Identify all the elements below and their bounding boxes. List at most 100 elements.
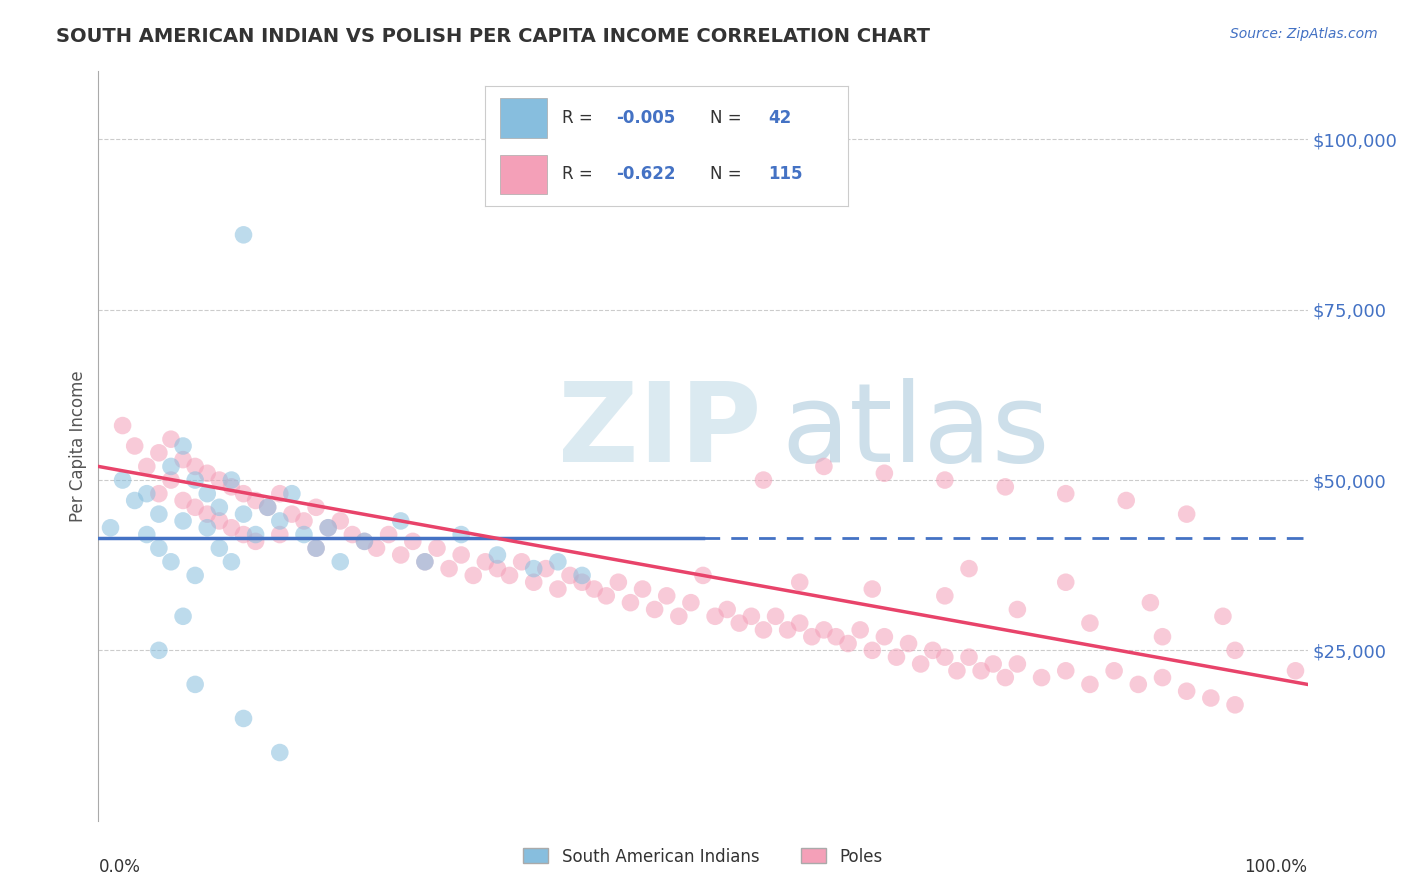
Point — [1223, 643, 1246, 657]
Point — [221, 521, 243, 535]
Point — [1284, 664, 1306, 678]
Point — [994, 671, 1017, 685]
Point — [148, 486, 170, 500]
Point — [1223, 698, 1246, 712]
Point — [1078, 677, 1101, 691]
Point — [1212, 609, 1234, 624]
Point — [1031, 671, 1053, 685]
Point — [402, 534, 425, 549]
Point — [523, 561, 546, 575]
Point — [389, 548, 412, 562]
Point — [281, 486, 304, 500]
Point — [583, 582, 606, 596]
Point — [124, 439, 146, 453]
Point — [232, 711, 254, 725]
Point — [789, 616, 811, 631]
Point — [135, 486, 157, 500]
Point — [981, 657, 1004, 671]
Point — [292, 514, 315, 528]
Point — [232, 507, 254, 521]
Point — [195, 486, 218, 500]
Point — [825, 630, 848, 644]
Point — [160, 432, 183, 446]
Point — [256, 500, 278, 515]
Point — [195, 467, 218, 481]
Point — [1054, 575, 1077, 590]
Point — [160, 473, 183, 487]
Point — [172, 514, 194, 528]
Point — [994, 480, 1017, 494]
Point — [160, 459, 183, 474]
Point — [498, 568, 520, 582]
Point — [934, 589, 956, 603]
Point — [1078, 616, 1101, 631]
Point — [329, 514, 352, 528]
Point — [765, 609, 787, 624]
Point — [1175, 684, 1198, 698]
Point — [886, 650, 908, 665]
Point — [921, 643, 943, 657]
Point — [789, 575, 811, 590]
Point — [619, 596, 641, 610]
Point — [813, 623, 835, 637]
Point — [208, 473, 231, 487]
Point — [692, 568, 714, 582]
Point — [1007, 657, 1029, 671]
Point — [800, 630, 823, 644]
Y-axis label: Per Capita Income: Per Capita Income — [69, 370, 87, 522]
Point — [437, 561, 460, 575]
Legend: South American Indians, Poles: South American Indians, Poles — [517, 841, 889, 872]
Point — [728, 616, 751, 631]
Point — [1152, 671, 1174, 685]
Point — [377, 527, 399, 541]
Text: 100.0%: 100.0% — [1244, 858, 1308, 876]
Point — [208, 500, 231, 515]
Point — [305, 541, 328, 556]
Point — [873, 467, 896, 481]
Text: atlas: atlas — [782, 377, 1050, 484]
Point — [1054, 664, 1077, 678]
Point — [463, 568, 485, 582]
Point — [1199, 691, 1222, 706]
Point — [510, 555, 533, 569]
Point — [329, 555, 352, 569]
Point — [970, 664, 993, 678]
Point — [946, 664, 969, 678]
Point — [269, 514, 291, 528]
Point — [281, 507, 304, 521]
Point — [813, 459, 835, 474]
Point — [256, 500, 278, 515]
Point — [316, 521, 339, 535]
Point — [668, 609, 690, 624]
Point — [232, 527, 254, 541]
Point — [221, 480, 243, 494]
Point — [897, 636, 920, 650]
Point — [413, 555, 436, 569]
Point — [184, 677, 207, 691]
Point — [195, 507, 218, 521]
Point — [124, 493, 146, 508]
Point — [1115, 493, 1137, 508]
Point — [1054, 486, 1077, 500]
Point — [486, 561, 509, 575]
Point — [679, 596, 702, 610]
Point — [547, 555, 569, 569]
Point — [523, 575, 546, 590]
Point — [716, 602, 738, 616]
Point — [1007, 602, 1029, 616]
Point — [1102, 664, 1125, 678]
Point — [934, 650, 956, 665]
Point — [558, 568, 581, 582]
Point — [160, 555, 183, 569]
Point — [342, 527, 364, 541]
Point — [910, 657, 932, 671]
Point — [245, 534, 267, 549]
Point — [221, 473, 243, 487]
Point — [269, 527, 291, 541]
Point — [184, 568, 207, 582]
Point — [934, 473, 956, 487]
Text: ZIP: ZIP — [558, 377, 761, 484]
Point — [752, 623, 775, 637]
Point — [221, 555, 243, 569]
Point — [1175, 507, 1198, 521]
